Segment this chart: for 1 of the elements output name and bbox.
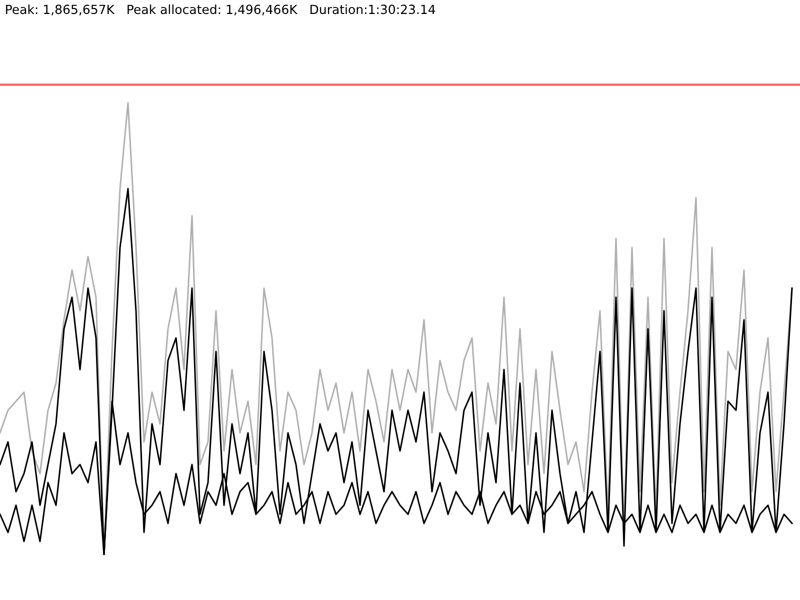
chart-title: Peak: 1,865,657K Peak allocated: 1,496,466K Duration:1:30:23.14: [6, 4, 436, 16]
